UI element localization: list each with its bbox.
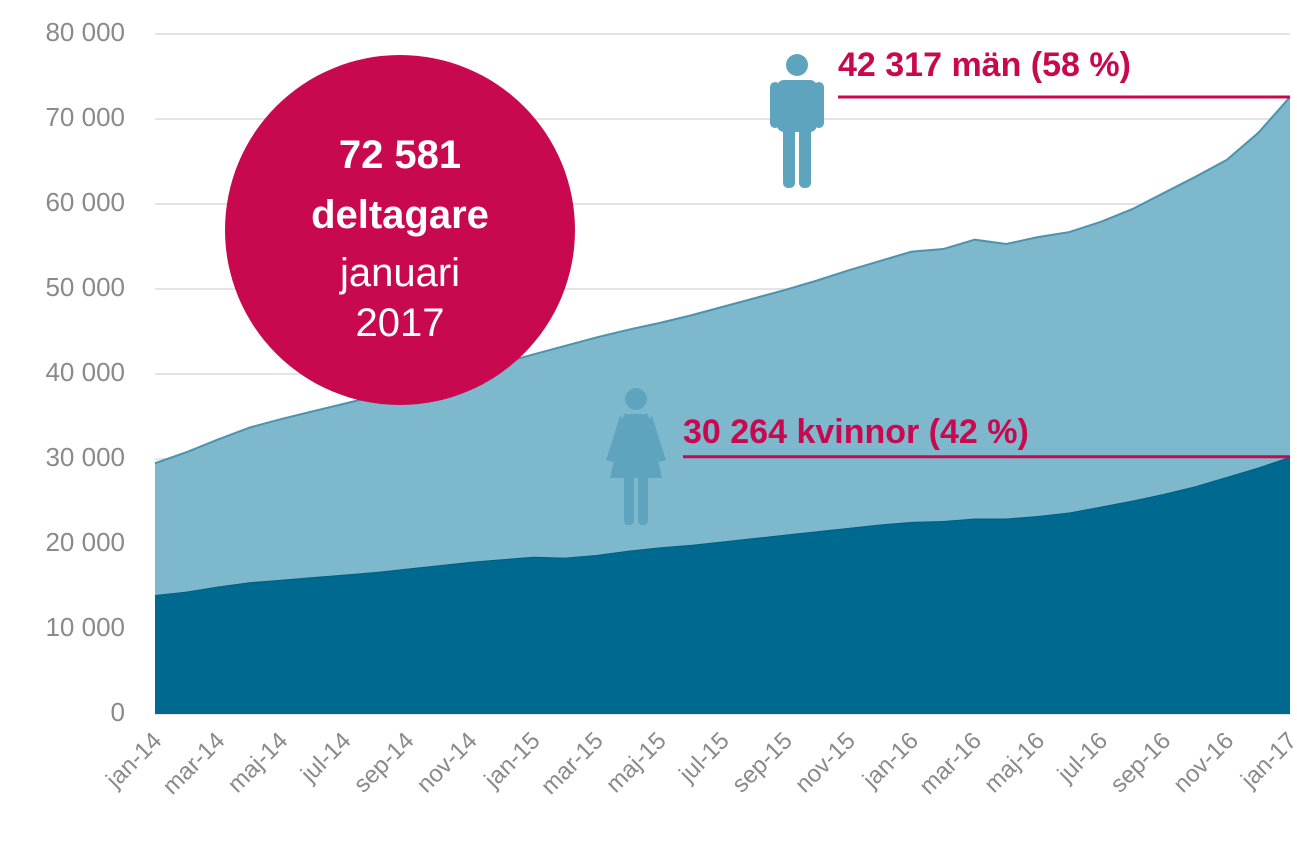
x-tick-label: nov-14 xyxy=(412,727,483,798)
y-tick-label: 30 000 xyxy=(45,442,125,472)
men-label: 42 317 män (58 %) xyxy=(838,46,1131,84)
man-icon xyxy=(770,54,824,188)
x-tick-label: jul-15 xyxy=(673,727,734,788)
x-tick-label: jul-14 xyxy=(295,727,356,788)
woman-icon xyxy=(606,388,666,525)
area-edge xyxy=(154,96,1291,465)
y-tick-label: 40 000 xyxy=(45,357,125,387)
x-tick-label: jan-15 xyxy=(479,727,546,794)
y-tick-label: 80 000 xyxy=(45,17,125,47)
x-tick-label: maj-16 xyxy=(979,727,1050,798)
y-tick-label: 10 000 xyxy=(45,612,125,642)
x-tick-label: jan-17 xyxy=(1235,727,1297,794)
total-text: 2017 xyxy=(356,301,445,345)
total-text: 72 581 xyxy=(339,133,461,177)
x-tick-label: sep-14 xyxy=(348,727,419,798)
x-tick-label: jan-14 xyxy=(100,727,167,794)
total-bubble xyxy=(225,55,575,405)
y-tick-label: 0 xyxy=(111,697,125,727)
x-tick-label: nov-16 xyxy=(1168,727,1239,798)
y-tick-label: 20 000 xyxy=(45,527,125,557)
x-tick-label: sep-15 xyxy=(727,727,798,798)
x-tick-label: mar-15 xyxy=(536,727,609,800)
x-tick-label: maj-15 xyxy=(601,727,672,798)
y-tick-label: 60 000 xyxy=(45,187,125,217)
x-tick-label: nov-15 xyxy=(790,727,861,798)
y-tick-label: 70 000 xyxy=(45,102,125,132)
y-tick-label: 50 000 xyxy=(45,272,125,302)
x-tick-label: jul-16 xyxy=(1052,727,1113,788)
area xyxy=(155,97,1290,596)
total-text: deltagare xyxy=(311,193,489,237)
women-label: 30 264 kvinnor (42 %) xyxy=(683,413,1029,451)
x-tick-label: mar-14 xyxy=(157,727,230,800)
x-tick-label: jan-16 xyxy=(857,727,924,794)
total-text: januari xyxy=(339,251,460,295)
x-tick-label: sep-16 xyxy=(1105,727,1176,798)
x-tick-label: mar-16 xyxy=(914,727,987,800)
x-tick-label: maj-14 xyxy=(222,727,293,798)
area xyxy=(155,456,1290,714)
